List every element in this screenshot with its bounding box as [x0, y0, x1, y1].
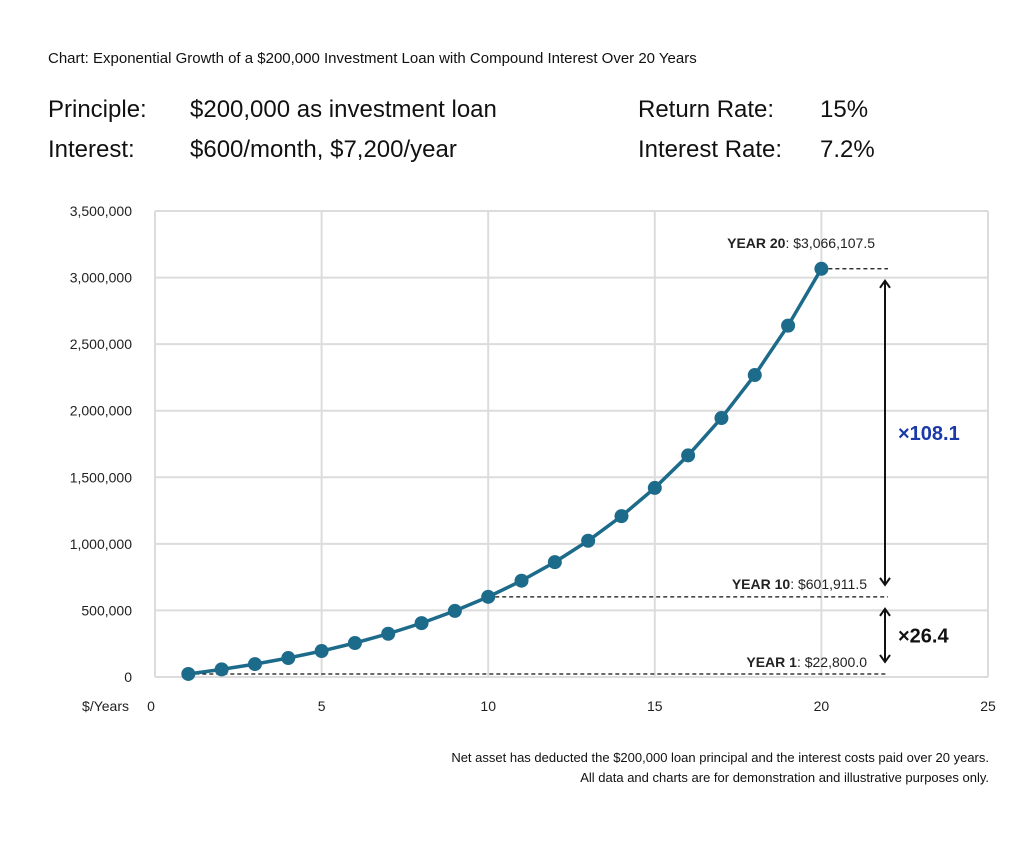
data-point [647, 480, 662, 495]
x-tick-label: 25 [980, 698, 996, 714]
x-tick-label: 15 [647, 698, 663, 714]
annotation-value: : $22,800.0 [797, 654, 867, 670]
data-point [814, 261, 829, 276]
data-point [681, 448, 696, 463]
y-tick-label: 0 [124, 669, 132, 685]
y-tick-label: 1,000,000 [70, 536, 132, 552]
return-rate-value: 15% [820, 96, 869, 123]
data-point [314, 644, 329, 659]
annotation-value: : $3,066,107.5 [785, 235, 875, 251]
x-axis-label: $/Years [82, 698, 129, 714]
data-point [214, 662, 229, 677]
x-tick-label: 10 [480, 698, 496, 714]
data-point [581, 533, 596, 548]
arrow-head-down [879, 654, 891, 664]
data-point [547, 555, 562, 570]
interest-rate-value: 7.2% [820, 136, 875, 163]
data-point [181, 666, 196, 681]
data-point [414, 616, 429, 631]
x-tick-label: 20 [814, 698, 830, 714]
x-tick-label: 0 [147, 698, 155, 714]
interest-value: $600/month, $7,200/year [190, 136, 457, 163]
data-point [481, 589, 496, 604]
multiplier-label: ×108.1 [898, 423, 960, 445]
y-tick-label: 500,000 [81, 602, 132, 618]
principle-label: Principle: [48, 96, 147, 123]
annotation-year: YEAR 20 [727, 235, 786, 251]
multiplier-label: ×26.4 [898, 625, 949, 647]
footnote-1: Net asset has deducted the $200,000 loan… [451, 750, 989, 765]
value-annotation: YEAR 1: $22,800.0 [746, 654, 867, 670]
interest-label: Interest: [48, 136, 135, 163]
data-point [447, 603, 462, 618]
y-tick-label: 2,000,000 [70, 403, 132, 419]
data-point [247, 657, 262, 672]
data-point [747, 368, 762, 383]
x-tick-label: 5 [318, 698, 326, 714]
arrow-head-up [879, 279, 891, 289]
series-line [188, 267, 823, 676]
data-point [381, 626, 396, 641]
chart-title: Chart: Exponential Growth of a $200,000 … [48, 50, 697, 67]
data-point [614, 509, 629, 524]
annotation-year: YEAR 1 [746, 654, 797, 670]
annotation-value: : $601,911.5 [790, 576, 867, 592]
y-tick-label: 1,500,000 [70, 469, 132, 485]
value-annotation: YEAR 20: $3,066,107.5 [727, 235, 875, 251]
annotation-year: YEAR 10 [732, 576, 791, 592]
interest-rate-label: Interest Rate: [638, 136, 783, 163]
arrow-head-up [879, 607, 891, 617]
footnote-2: All data and charts are for demonstratio… [580, 770, 989, 785]
principle-value: $200,000 as investment loan [190, 96, 497, 123]
data-point [347, 635, 362, 650]
y-tick-label: 2,500,000 [70, 336, 132, 352]
data-point [714, 411, 729, 426]
arrow-head-down [879, 577, 891, 587]
value-annotation: YEAR 10: $601,911.5 [732, 576, 867, 592]
return-rate-label: Return Rate: [638, 96, 775, 123]
y-tick-label: 3,500,000 [70, 203, 132, 219]
data-point [281, 651, 296, 666]
data-point [781, 318, 796, 333]
data-point [514, 573, 529, 588]
y-tick-label: 3,000,000 [70, 270, 132, 286]
